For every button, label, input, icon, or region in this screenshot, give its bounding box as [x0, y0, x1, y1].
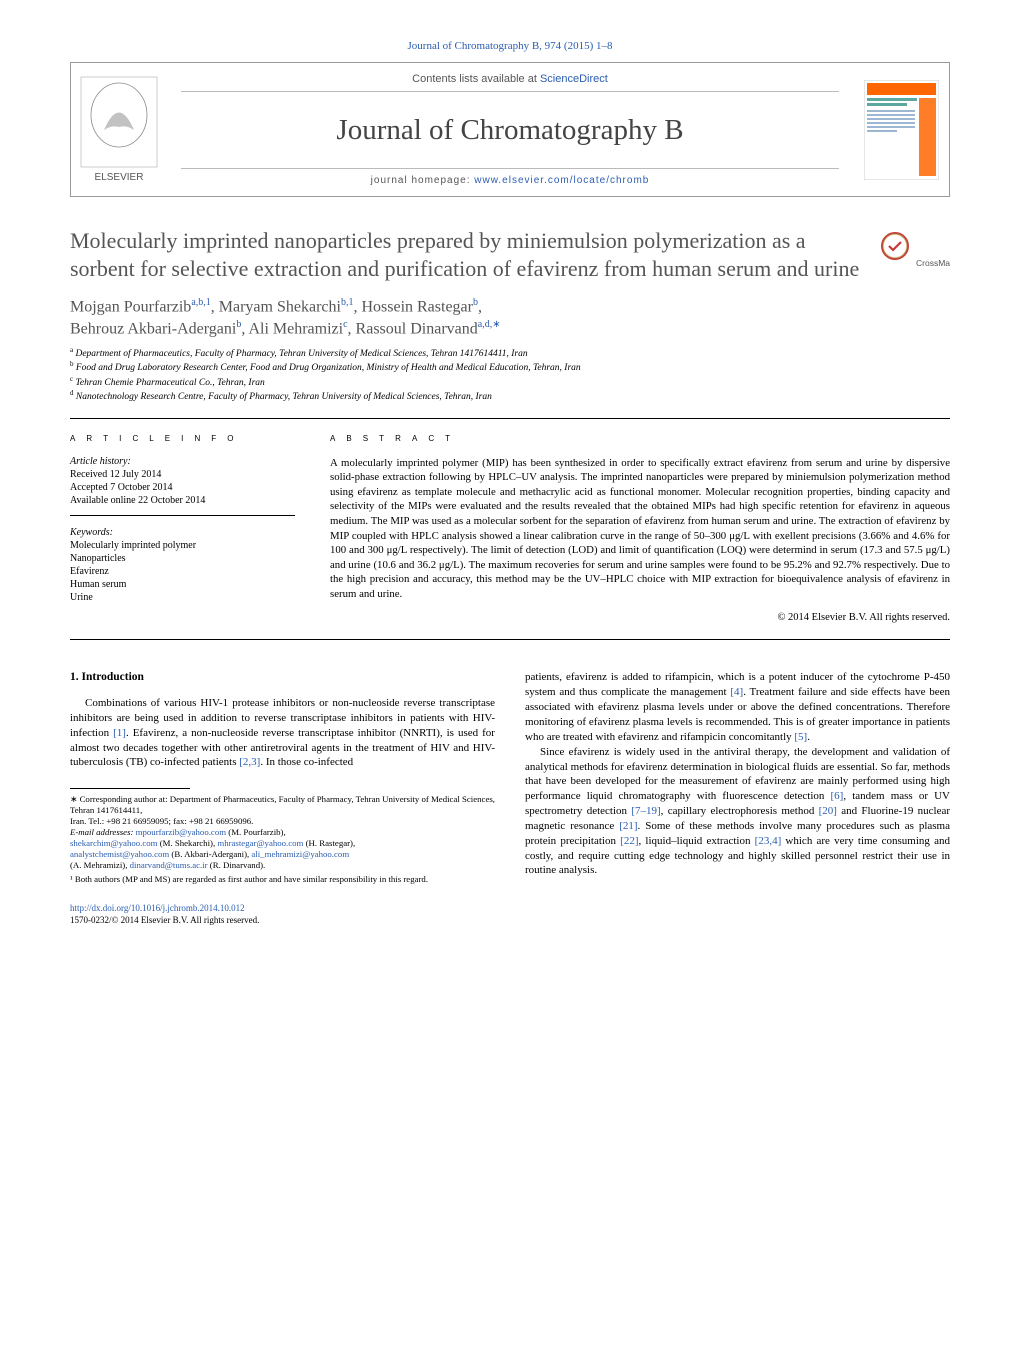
author: Behrouz Akbari-Adergani — [70, 320, 236, 337]
journal-name: Journal of Chromatography B — [166, 114, 854, 147]
doi-block: http://dx.doi.org/10.1016/j.jchromb.2014… — [70, 903, 495, 926]
email-link[interactable]: analystchemist@yahoo.com — [70, 849, 169, 859]
article-title: Molecularly imprinted nanoparticles prep… — [70, 227, 950, 282]
citation[interactable]: [21] — [619, 820, 637, 832]
authors-list: Mojgan Pourfarziba,b,1, Maryam Shekarchi… — [70, 296, 950, 340]
affiliation: Department of Pharmaceutics, Faculty of … — [75, 349, 527, 359]
keyword: Efavirenz — [70, 565, 295, 578]
author: Rassoul Dinarvand — [356, 320, 478, 337]
author-sup: a,d,∗ — [478, 319, 501, 330]
title-text: Molecularly imprinted nanoparticles prep… — [70, 228, 859, 281]
info-abstract-row: a r t i c l e i n f o Article history: R… — [70, 418, 950, 641]
history-accepted: Accepted 7 October 2014 — [70, 481, 295, 494]
citation[interactable]: [5] — [794, 731, 807, 743]
intro-paragraph-3: Since efavirenz is widely used in the an… — [525, 745, 950, 879]
intro-paragraph-1: Combinations of various HIV-1 protease i… — [70, 696, 495, 770]
citation[interactable]: [6] — [831, 790, 844, 802]
section-1-title: 1. Introduction — [70, 670, 495, 686]
history-label: Article history: — [70, 455, 295, 468]
homepage-line: journal homepage: www.elsevier.com/locat… — [181, 168, 839, 186]
affiliation: Tehran Chemie Pharmaceutical Co., Tehran… — [75, 378, 264, 388]
citation[interactable]: [4] — [730, 686, 743, 698]
footnote-rule — [70, 788, 190, 789]
footnotes: ∗ Corresponding author at: Department of… — [70, 794, 495, 885]
history-online: Available online 22 October 2014 — [70, 494, 295, 507]
abstract-heading: a b s t r a c t — [330, 431, 950, 446]
article-info-column: a r t i c l e i n f o Article history: R… — [70, 419, 295, 640]
left-column: 1. Introduction Combinations of various … — [70, 670, 495, 926]
intro-paragraph-2: patients, efavirenz is added to rifampic… — [525, 670, 950, 744]
keyword: Urine — [70, 591, 295, 604]
author-note-1: ¹ Both authors (MP and MS) are regarded … — [70, 874, 495, 885]
journal-reference: Journal of Chromatography B, 974 (2015) … — [70, 40, 950, 52]
citation[interactable]: [23,4] — [755, 835, 782, 847]
crossmark-badge[interactable]: CrossMark — [880, 231, 950, 276]
affiliation: Nanotechnology Research Centre, Faculty … — [76, 393, 492, 403]
keyword: Human serum — [70, 578, 295, 591]
author: Hossein Rastegar — [361, 298, 473, 315]
keywords-label: Keywords: — [70, 526, 295, 539]
keyword: Nanoparticles — [70, 552, 295, 565]
citation[interactable]: [2,3] — [239, 756, 260, 768]
copyright-line: © 2014 Elsevier B.V. All rights reserved… — [330, 611, 950, 625]
author-sup: c — [343, 319, 347, 330]
abstract-column: a b s t r a c t A molecularly imprinted … — [330, 419, 950, 640]
author: Maryam Shekarchi — [219, 298, 341, 315]
author-sup: b — [473, 297, 478, 308]
journal-cover-thumbnail — [854, 63, 949, 196]
email-link[interactable]: ali_mehramizi@yahoo.com — [251, 849, 349, 859]
author: Mojgan Pourfarzib — [70, 298, 191, 315]
body-columns: 1. Introduction Combinations of various … — [70, 670, 950, 926]
abstract-text: A molecularly imprinted polymer (MIP) ha… — [330, 456, 950, 602]
elsevier-logo: ELSEVIER — [71, 63, 166, 196]
issn-line: 1570-0232/© 2014 Elsevier B.V. All right… — [70, 915, 259, 925]
history-received: Received 12 July 2014 — [70, 468, 295, 481]
email-link[interactable]: shekarchim@yahoo.com — [70, 838, 158, 848]
citation[interactable]: [22] — [620, 835, 638, 847]
homepage-link[interactable]: www.elsevier.com/locate/chromb — [474, 175, 649, 186]
email-link[interactable]: mhrastegar@yahoo.com — [217, 838, 303, 848]
citation[interactable]: [1] — [113, 727, 126, 739]
email-link[interactable]: mpourfarzib@yahoo.com — [136, 827, 226, 837]
affiliation: Food and Drug Laboratory Research Center… — [76, 364, 581, 374]
keywords-block: Keywords: Molecularly imprinted polymer … — [70, 526, 295, 604]
sciencedirect-link[interactable]: ScienceDirect — [540, 73, 608, 85]
contents-prefix: Contents lists available at — [412, 73, 540, 85]
author-sup: a,b,1 — [191, 297, 210, 308]
citation[interactable]: [7–19] — [631, 805, 660, 817]
author-sup: b,1 — [341, 297, 354, 308]
email-addresses: E-mail addresses: mpourfarzib@yahoo.com … — [70, 827, 495, 871]
keyword: Molecularly imprinted polymer — [70, 539, 295, 552]
article-history: Article history: Received 12 July 2014 A… — [70, 455, 295, 516]
svg-text:CrossMark: CrossMark — [916, 258, 950, 268]
svg-text:ELSEVIER: ELSEVIER — [94, 172, 143, 183]
corresponding-author-2: Iran. Tel.: +98 21 66959095; fax: +98 21… — [70, 816, 495, 827]
journal-header-box: ELSEVIER Contents lists available at Sci… — [70, 62, 950, 197]
affiliations: a Department of Pharmaceutics, Faculty o… — [70, 346, 950, 404]
header-center: Contents lists available at ScienceDirec… — [166, 63, 854, 196]
homepage-prefix: journal homepage: — [371, 175, 475, 186]
citation[interactable]: [20] — [819, 805, 837, 817]
contents-line: Contents lists available at ScienceDirec… — [181, 73, 839, 92]
corresponding-author: ∗ Corresponding author at: Department of… — [70, 794, 495, 816]
email-link[interactable]: dinarvand@tums.ac.ir — [130, 860, 208, 870]
doi-link[interactable]: http://dx.doi.org/10.1016/j.jchromb.2014… — [70, 903, 245, 913]
article-info-heading: a r t i c l e i n f o — [70, 431, 295, 445]
author: Ali Mehramizi — [248, 320, 343, 337]
author-sup: b — [236, 319, 241, 330]
right-column: patients, efavirenz is added to rifampic… — [525, 670, 950, 926]
